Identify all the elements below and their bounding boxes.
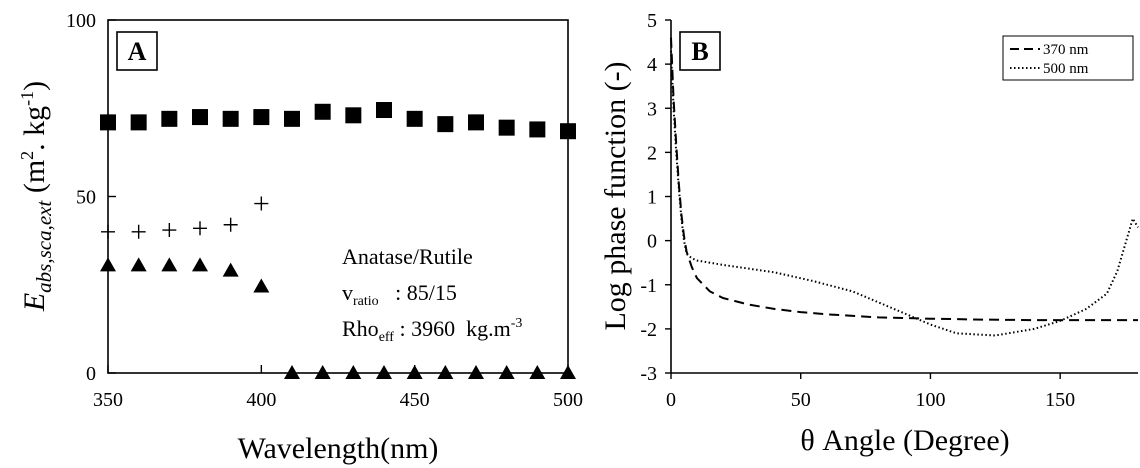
chart-b-y-tick-label: 5 (647, 10, 657, 32)
chart-b-legend-box (1002, 35, 1134, 81)
chart-a-plus-point (101, 224, 115, 239)
chart-b: -3 -2 -1 0 1 2 3 4 5 0 50 100 150 B 370 nm 500 nm θ… (599, 10, 1139, 457)
chart-a-square-point (529, 121, 546, 138)
chart-a-plus-point (254, 196, 269, 211)
chart-b-series-370-line (670, 37, 1138, 322)
chart-b-y-tick-label: 3 (647, 98, 657, 120)
chart-b-x-ticks: 0 50 100 150 (666, 373, 1075, 411)
chart-a-square-point (284, 110, 300, 127)
chart-a-triangle-point (437, 365, 454, 379)
chart-a-triangle-point (468, 365, 484, 379)
chart-a-triangle-point (406, 365, 423, 379)
chart-a-square-point (314, 103, 331, 120)
chart-b-y-tick-label: -2 (640, 319, 657, 341)
chart-a-square-point (406, 110, 423, 127)
chart-a-y-tick-label: 50 (76, 187, 96, 209)
chart-a-square-point (253, 109, 270, 126)
chart-a-square-point (437, 116, 454, 133)
chart-a-y-axis-label: Eabs,sca,ext (m2. kg-1) (17, 81, 56, 312)
chart-a-triangle-point (100, 257, 116, 272)
chart-a-panel-label: A (128, 37, 147, 66)
chart-b-y-tick-label: 4 (647, 54, 657, 76)
chart-a-y-tick-label: 100 (66, 10, 96, 32)
chart-a-square-point (376, 102, 392, 119)
chart-b-x-tick-label: 150 (1045, 389, 1075, 411)
chart-b-panel-box (679, 31, 721, 71)
chart-a-x-tick-label: 500 (553, 389, 583, 411)
chart-a-y-tick-label: 0 (86, 363, 96, 385)
chart-a-x-tick-label: 400 (246, 389, 276, 411)
chart-a-plus-point (131, 224, 146, 239)
chart-a-triangle-point (314, 365, 331, 379)
chart-a-square-point (130, 114, 147, 131)
chart-a-plus-point (223, 217, 238, 232)
chart-a-square-point (192, 109, 208, 126)
chart-a-square-point (222, 110, 239, 127)
chart-a-triangle-point (161, 257, 178, 272)
chart-b-y-axis-label: Log phase function (-) (599, 61, 632, 330)
chart-a-x-tick-label: 450 (400, 389, 430, 411)
chart-b-y-tick-label: 0 (647, 231, 657, 253)
chart-a-triangle-point (529, 365, 546, 379)
chart-a-annotation-line2: vratio : 85/15 (342, 280, 457, 309)
chart-b-x-tick-label: 100 (915, 389, 945, 411)
chart-a-annotation-line1: Anatase/Rutile (342, 244, 473, 269)
chart-a-square-point (468, 114, 484, 131)
chart-a-triangle-point (345, 365, 362, 379)
chart-a: 0 50 100 350 400 450 500 A Anatase/Rutile vra… (17, 10, 583, 465)
chart-a-square-point (560, 123, 576, 140)
chart-b-x-axis-label: θ Angle (Degree) (800, 424, 1009, 457)
chart-a-triangle-point (284, 365, 300, 379)
chart-a-x-tick-label: 350 (93, 389, 123, 411)
chart-a-triangle-point (560, 365, 576, 379)
chart-a-square-point (161, 110, 178, 127)
chart-a-x-ticks: 350 400 450 500 (93, 365, 583, 411)
chart-b-x-tick-label: 50 (791, 389, 811, 411)
chart-a-panel-box (116, 31, 158, 71)
chart-b-y-ticks: -3 -2 -1 0 1 2 3 4 5 (640, 10, 671, 385)
chart-b-legend: 370 nm 500 nm (1002, 35, 1134, 81)
chart-a-triangle-point (222, 262, 239, 277)
chart-b-y-tick-label: 2 (647, 142, 657, 164)
chart-a-square-point (345, 107, 362, 124)
chart-a-plus-point (193, 221, 207, 236)
chart-b-y-tick-label: 1 (647, 187, 657, 209)
chart-a-triangle-point (376, 365, 392, 379)
chart-a-marks (100, 102, 576, 379)
chart-a-plus-point (162, 223, 177, 238)
chart-a-x-axis-label: Wavelength(nm) (238, 432, 439, 465)
chart-b-x-tick-label: 0 (666, 389, 676, 411)
chart-a-annotation-line3: Rhoeff : 3960 kg.m-3 (342, 316, 522, 345)
chart-b-panel-label: B (691, 37, 708, 66)
chart-b-series-lines (670, 37, 1139, 337)
chart-b-series-500-line (670, 50, 1139, 337)
chart-b-legend-label-500: 500 nm (1043, 61, 1089, 77)
chart-a-triangle-point (130, 257, 147, 272)
chart-a-y-ticks: 0 50 100 (66, 10, 116, 385)
chart-a-triangle-point (498, 365, 515, 379)
chart-a-triangle-point (253, 278, 270, 293)
chart-a-square-point (498, 119, 515, 136)
chart-b-legend-label-370: 370 nm (1043, 42, 1089, 58)
chart-a-square-point (100, 114, 116, 131)
chart-b-y-tick-label: -1 (640, 275, 657, 297)
chart-a-triangle-point (192, 257, 208, 272)
chart-b-y-tick-label: -3 (640, 363, 657, 385)
